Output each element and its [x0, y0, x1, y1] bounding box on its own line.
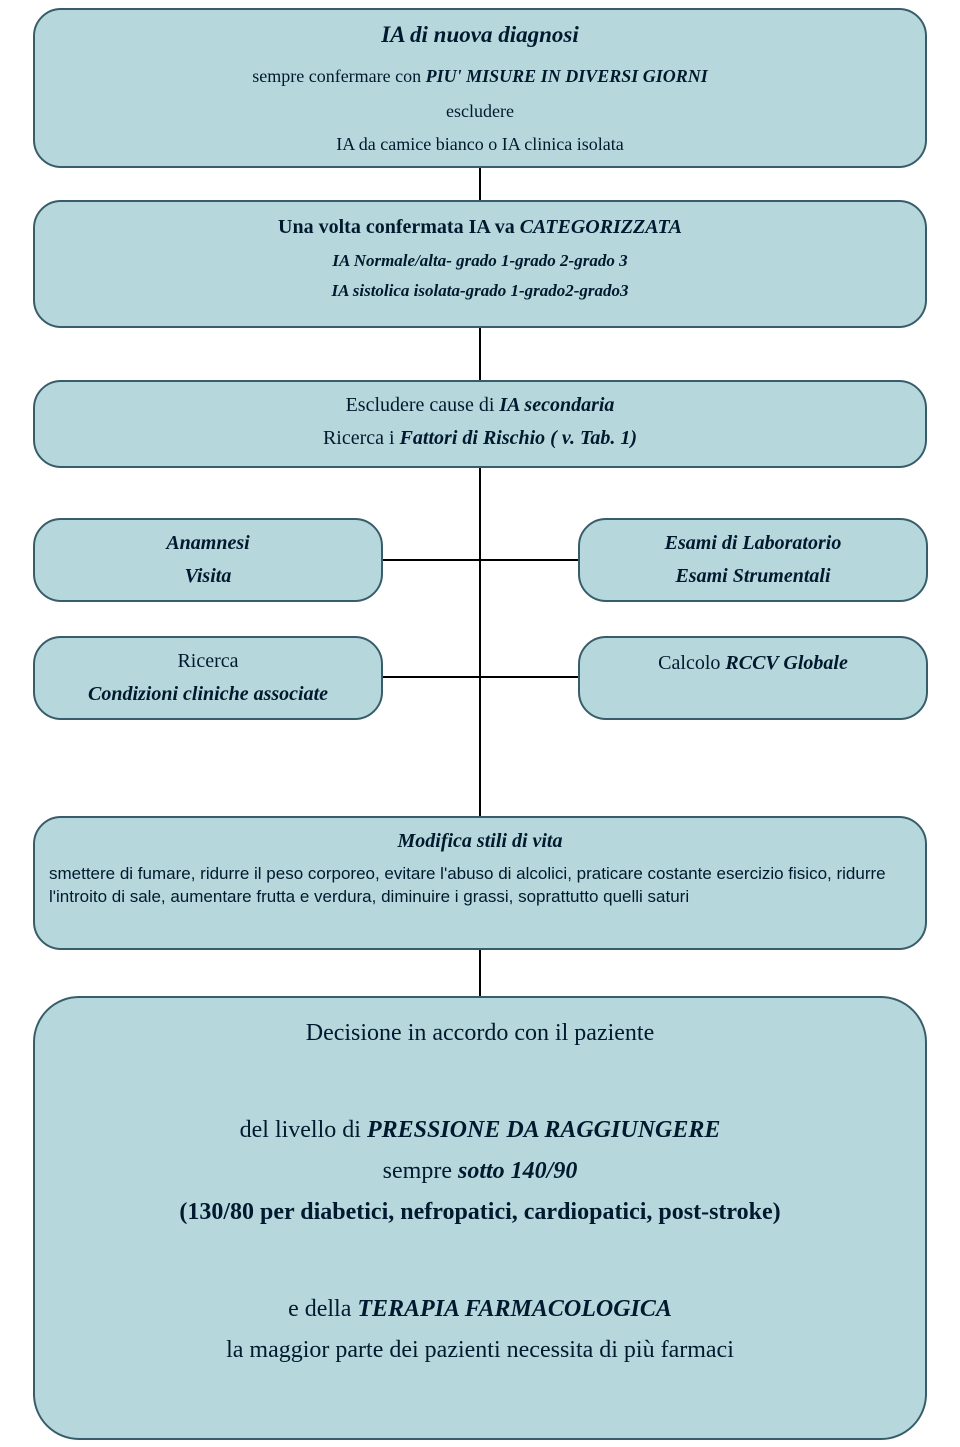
title: IA di nuova diagnosi: [59, 22, 901, 48]
text: sempre sotto 140/90: [59, 1158, 901, 1185]
connector: [479, 326, 481, 382]
text: Calcolo RCCV Globale: [658, 652, 848, 675]
text: IA da camice bianco o IA clinica isolata: [59, 134, 901, 155]
text: Decisione in accordo con il paziente: [59, 1020, 901, 1047]
text: e della TERAPIA FARMACOLOGICA: [59, 1296, 901, 1323]
text: smettere di fumare, ridurre il peso corp…: [49, 863, 911, 909]
node-categorizzata: Una volta confermata IA va CATEGORIZZATA…: [33, 200, 927, 328]
text: (130/80 per diabetici, nefropatici, card…: [59, 1199, 901, 1226]
node-ricerca-condizioni: Ricerca Condizioni cliniche associate: [33, 636, 383, 720]
text: IA Normale/alta- grado 1-grado 2-grado 3: [59, 251, 901, 271]
node-stili-di-vita: Modifica stili di vita smettere di fumar…: [33, 816, 927, 950]
node-anamnesi-visita: Anamnesi Visita: [33, 518, 383, 602]
node-secondaria: Escludere cause di IA secondaria Ricerca…: [33, 380, 927, 468]
node-esami: Esami di Laboratorio Esami Strumentali: [578, 518, 928, 602]
connector: [380, 559, 580, 561]
text: Escludere cause di IA secondaria: [59, 394, 901, 417]
text: Ricerca i Fattori di Rischio ( v. Tab. 1…: [59, 427, 901, 450]
text: Esami di Laboratorio: [594, 532, 912, 555]
text: escludere: [59, 101, 901, 122]
title: Modifica stili di vita: [49, 830, 911, 853]
text: Anamnesi: [49, 532, 367, 555]
text: Visita: [49, 565, 367, 588]
node-nuova-diagnosi: IA di nuova diagnosi sempre confermare c…: [33, 8, 927, 168]
node-rccv: Calcolo RCCV Globale: [578, 636, 928, 720]
text: Una volta confermata IA va CATEGORIZZATA: [59, 216, 901, 239]
text: Esami Strumentali: [594, 565, 912, 588]
connector: [479, 948, 481, 998]
text: del livello di PRESSIONE DA RAGGIUNGERE: [59, 1117, 901, 1144]
text: Ricerca: [49, 650, 367, 673]
flowchart-canvas: IA di nuova diagnosi sempre confermare c…: [0, 0, 960, 1447]
text: IA sistolica isolata-grado 1-grado2-grad…: [59, 281, 901, 301]
connector: [479, 466, 481, 818]
text: sempre confermare con PIU' MISURE IN DIV…: [59, 66, 901, 87]
text: Condizioni cliniche associate: [49, 683, 367, 706]
node-decisione: Decisione in accordo con il paziente del…: [33, 996, 927, 1440]
connector: [479, 166, 481, 202]
text: la maggior parte dei pazienti necessita …: [59, 1337, 901, 1364]
connector: [380, 676, 580, 678]
